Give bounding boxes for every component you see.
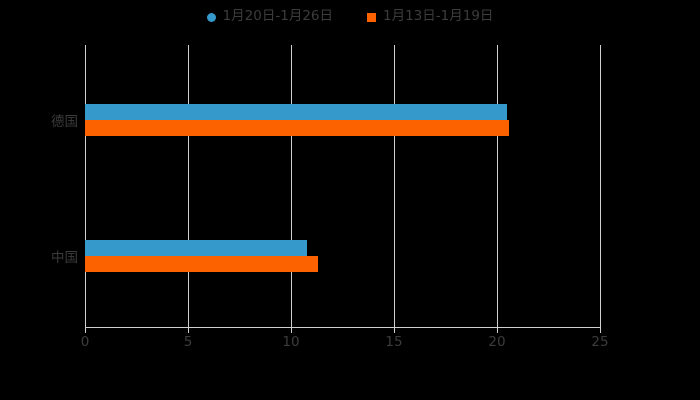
legend-marker-circle-icon — [206, 12, 216, 22]
gridline-x-5 — [600, 45, 601, 327]
x-tick-label-3: 15 — [385, 334, 403, 350]
x-tick-label-0: 0 — [80, 334, 90, 350]
bar-德国-series-2[interactable] — [85, 120, 510, 136]
gridline-x-3 — [394, 45, 395, 327]
x-tick-label-4: 20 — [488, 334, 506, 350]
x-tick-mark-3 — [394, 327, 395, 333]
legend-item-series-2[interactable]: 1月13日-1月19日 — [367, 10, 493, 24]
x-tick-mark-5 — [600, 327, 601, 333]
legend-label-series-2: 1月13日-1月19日 — [383, 8, 494, 25]
y-category-label-1: 中国 — [51, 250, 78, 266]
legend-label-series-1: 1月20日-1月26日 — [222, 8, 333, 25]
x-tick-label-5: 25 — [591, 334, 609, 350]
gridline-x-4 — [497, 45, 498, 327]
legend-item-series-1[interactable]: 1月20日-1月26日 — [206, 8, 333, 25]
gridline-x-1 — [188, 45, 189, 327]
bar-中国-series-1[interactable] — [85, 240, 308, 256]
x-tick-mark-2 — [291, 327, 292, 333]
bar-中国-series-2[interactable] — [85, 256, 318, 272]
bar-德国-series-1[interactable] — [85, 104, 508, 120]
x-tick-mark-0 — [85, 327, 86, 333]
legend-marker-square-icon — [367, 12, 376, 22]
y-category-label-0: 德国 — [51, 114, 78, 130]
x-tick-label-2: 10 — [282, 334, 300, 350]
x-tick-mark-1 — [188, 327, 189, 333]
plot-area — [85, 45, 601, 327]
gridline-x-0 — [85, 45, 86, 327]
gridline-x-2 — [291, 45, 292, 327]
x-tick-mark-4 — [497, 327, 498, 333]
x-tick-label-1: 5 — [183, 334, 193, 350]
chart-legend: 1月20日-1月26日 1月13日-1月19日 — [0, 6, 700, 28]
x-axis-line — [85, 327, 601, 328]
